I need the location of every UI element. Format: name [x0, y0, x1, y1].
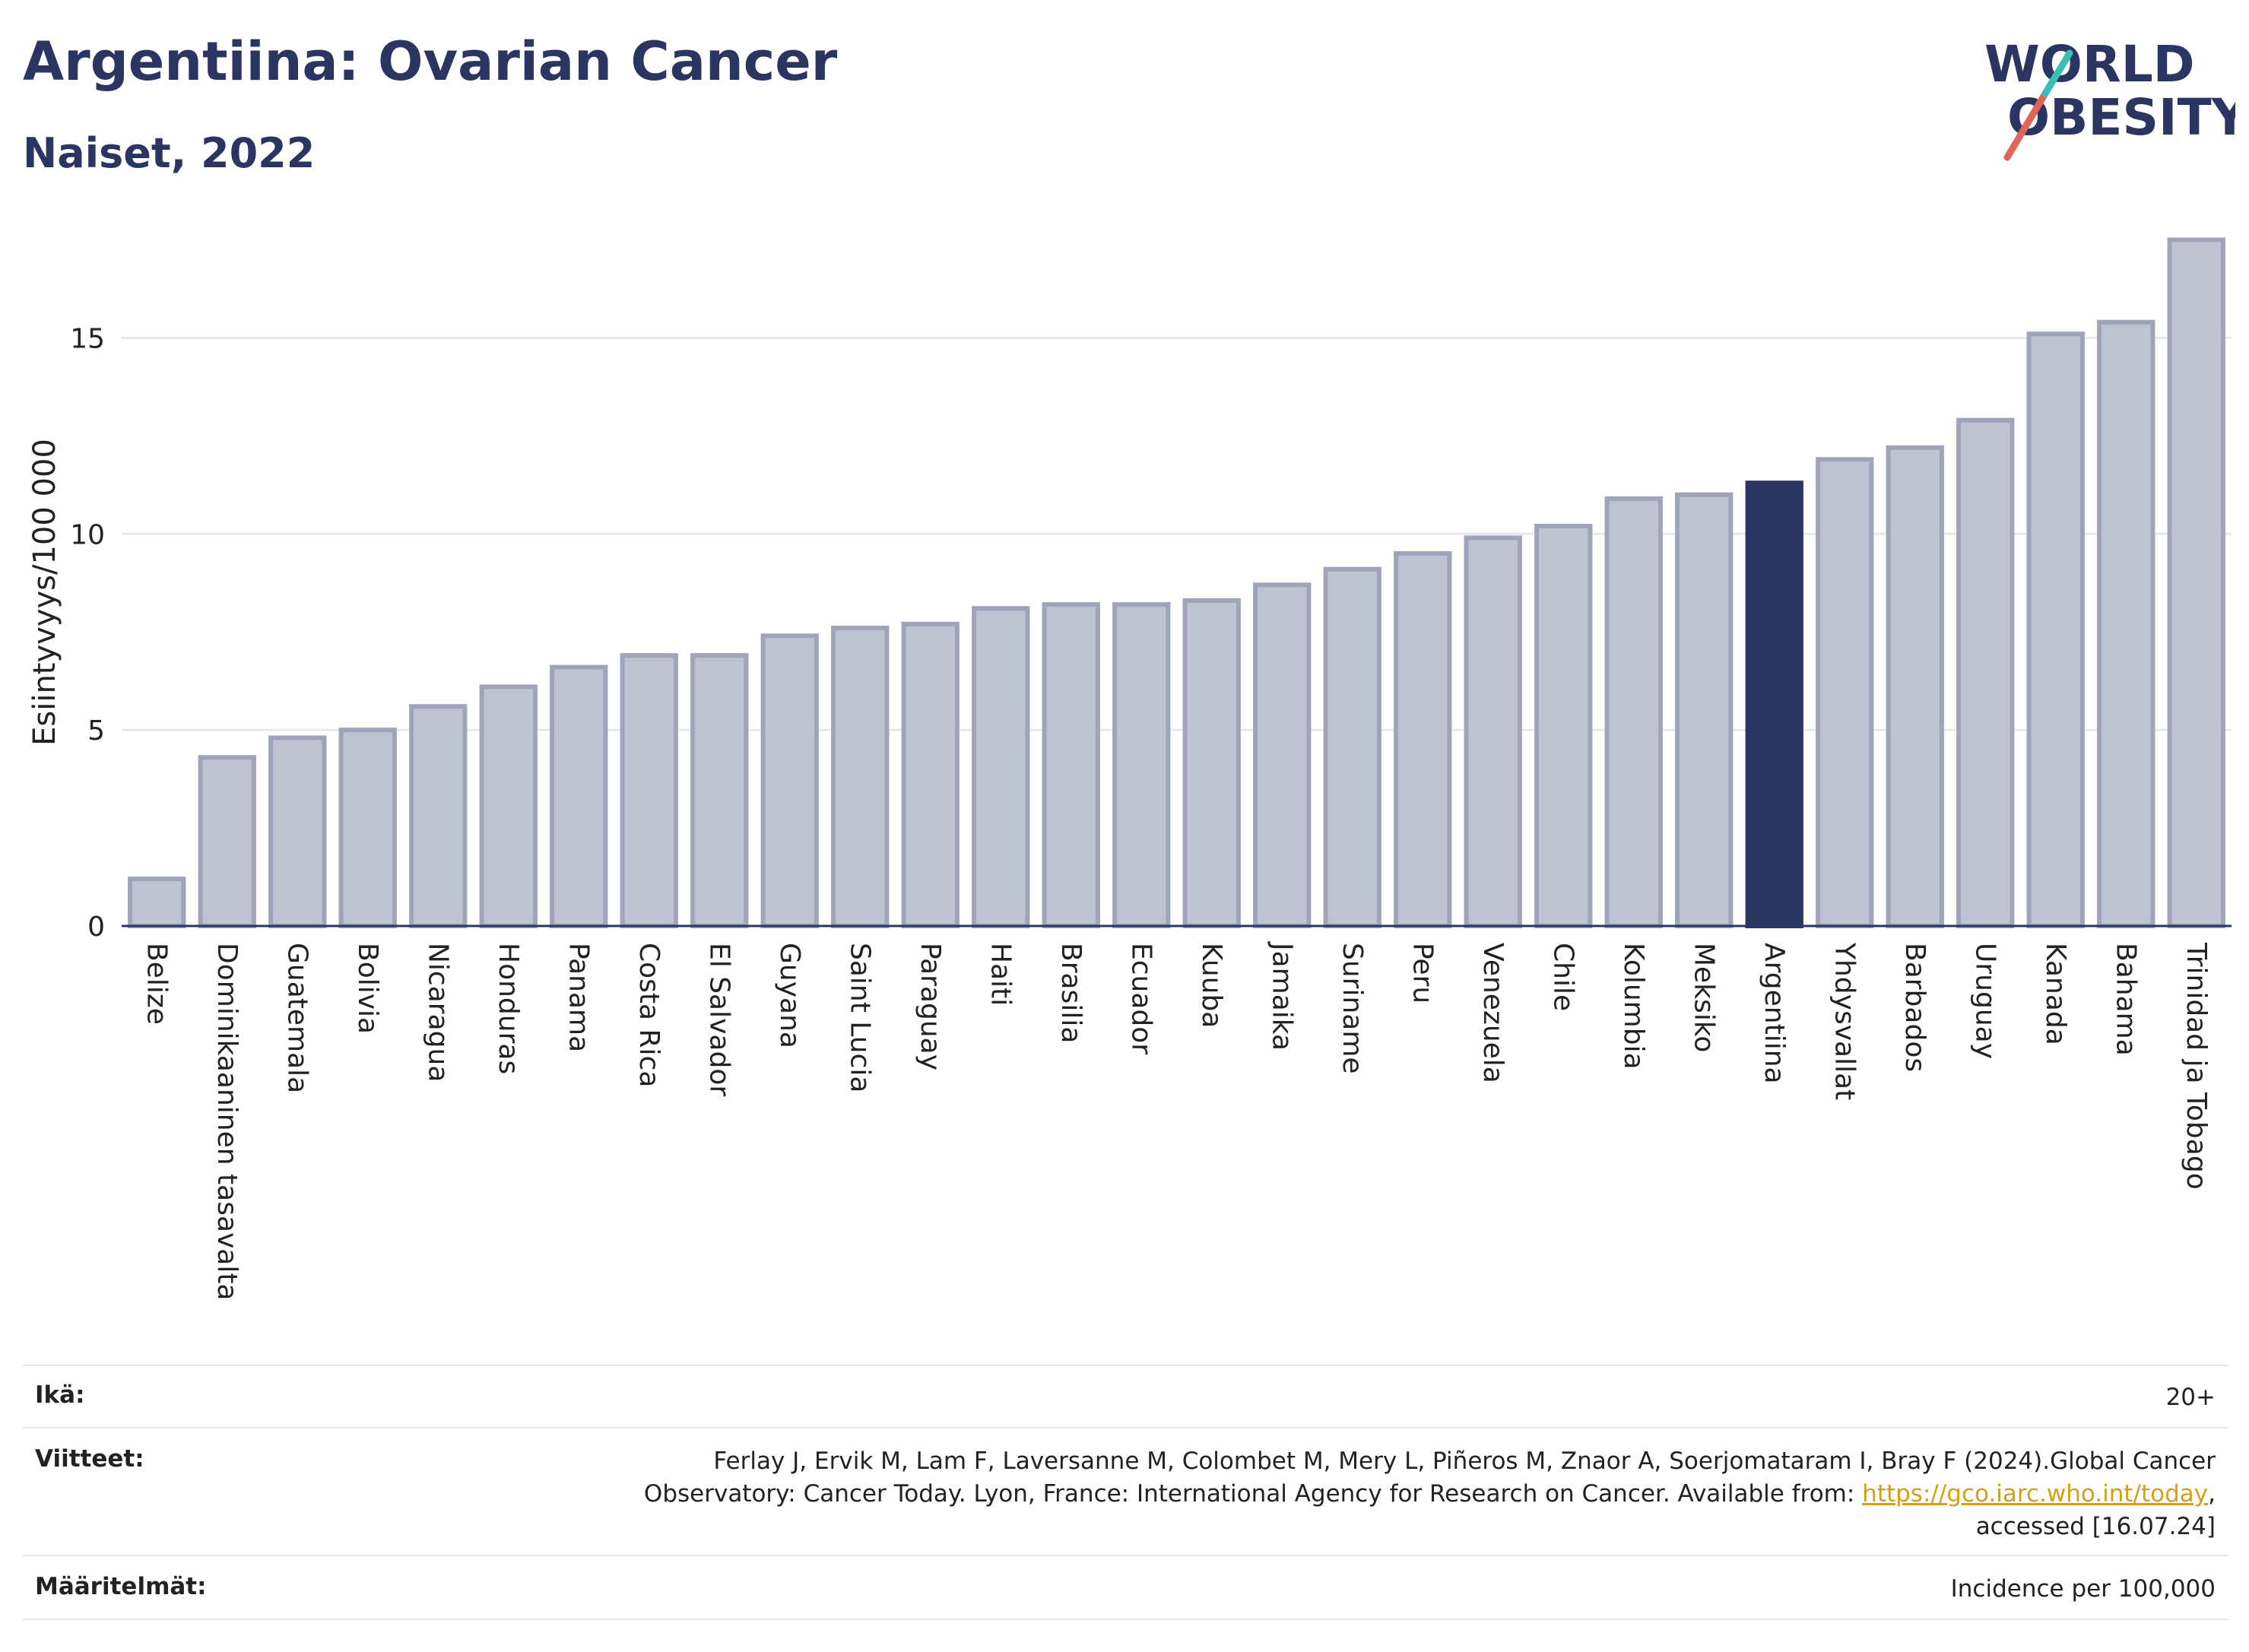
bar-yhdysvallat	[1816, 457, 1874, 928]
y-tick-label: 0	[87, 912, 105, 943]
bar-saint-lucia	[831, 626, 890, 928]
footer-row-definitions: Määritelmät: Incidence per 100,000	[23, 1573, 2228, 1619]
references-line-3: accessed [16.07.24]	[1975, 1513, 2216, 1540]
footer-divider	[23, 1427, 2228, 1428]
x-tick-label: Kuuba	[1196, 943, 1227, 1028]
bar-belize	[128, 877, 186, 928]
bar-guyana	[760, 633, 819, 928]
age-value: 20+	[2165, 1384, 2216, 1411]
bar-chile	[1534, 523, 1593, 928]
x-tick-label: Honduras	[493, 943, 524, 1074]
chart-subtitle: Naiset, 2022	[23, 129, 316, 177]
references-line-2-text: Observatory: Cancer Today. Lyon, France:…	[643, 1480, 1863, 1508]
bar-venezuela	[1464, 535, 1522, 928]
references-text: Ferlay J, Ervik M, Lam F, Laversanne M, …	[644, 1445, 2216, 1543]
references-line-2: Observatory: Cancer Today. Lyon, France:…	[644, 1478, 2216, 1511]
bar-bahama	[2097, 319, 2155, 928]
bar-guatemala	[268, 735, 327, 929]
x-tick-label: Guyana	[774, 943, 805, 1048]
chart-title: Argentiina: Ovarian Cancer	[23, 30, 838, 93]
bar-panama	[550, 664, 608, 928]
grid-lines	[122, 336, 2232, 731]
bar-kanada	[2026, 331, 2085, 928]
footer-divider	[23, 1365, 2228, 1366]
x-tick-label: Bahama	[2110, 943, 2141, 1056]
bar-el-salvador	[690, 653, 749, 928]
bar-ecuador	[1112, 602, 1171, 928]
x-tick-label: Ecuador	[1125, 943, 1156, 1054]
x-tick-label: Yhdysvallat	[1829, 942, 1860, 1100]
bar-peru	[1394, 551, 1452, 928]
x-tick-label: Argentiina	[1759, 943, 1790, 1084]
bar-dominikaaninen-tasavalta	[198, 755, 256, 928]
x-tick-label: Trinidad ja Tobago	[2181, 942, 2212, 1190]
x-tick-label: Uruguay	[1969, 943, 2000, 1059]
logo-slash-red	[2003, 90, 2049, 161]
bar-chart: 0 5 10 15 Esiintyvyys/100 000 Belize Dominikaa…	[27, 237, 2232, 1301]
footer-row-references: Viitteet: Ferlay J, Ervik M, Lam F, Lave…	[23, 1445, 2228, 1544]
x-tick-label: Chile	[1547, 943, 1578, 1011]
x-tick-label: Dominikaaninen tasavalta	[211, 943, 243, 1301]
bars	[128, 237, 2225, 929]
x-tick-label: Bolivia	[352, 943, 383, 1034]
footer-divider	[23, 1555, 2228, 1556]
y-tick-label: 10	[70, 519, 105, 550]
references-line-1: Ferlay J, Ervik M, Lam F, Laversanne M, …	[713, 1447, 2216, 1475]
x-tick-label: Brasilia	[1055, 943, 1086, 1043]
references-line-2-end: ,	[2208, 1480, 2216, 1508]
x-tick-label: Paraguay	[915, 943, 946, 1070]
y-axis-label: Esiintyvyys/100 000	[27, 439, 62, 746]
x-tick-label: Guatemala	[281, 943, 312, 1093]
logo-slash-teal	[2041, 49, 2073, 97]
x-tick-label: Costa Rica	[633, 943, 665, 1087]
x-tick-label: Meksiko	[1688, 943, 1719, 1052]
x-tick-label: Haiti	[985, 943, 1016, 1006]
x-tick-label: Belize	[141, 943, 172, 1025]
references-link[interactable]: https://gco.iarc.who.int/today	[1862, 1480, 2209, 1508]
bar-haiti	[972, 606, 1030, 928]
footer-row-age: Ikä: 20+	[23, 1381, 2228, 1427]
bar-jamaika	[1253, 582, 1312, 929]
bar-bolivia	[338, 728, 397, 928]
bar-argentiina	[1745, 480, 1803, 928]
definitions-label: Määritelmät:	[35, 1573, 207, 1600]
logo-word-world: WORLD	[1984, 35, 2195, 94]
age-label: Ikä:	[35, 1381, 85, 1409]
x-tick-label: Panama	[563, 943, 594, 1052]
y-tick-label: 5	[87, 715, 105, 747]
bar-suriname	[1323, 566, 1381, 928]
bar-honduras	[479, 684, 538, 928]
bar-nicaragua	[409, 704, 468, 929]
chart-footer: Ikä: 20+ Viitteet: Ferlay J, Ervik M, La…	[23, 1365, 2228, 1623]
x-tick-label: El Salvador	[703, 943, 734, 1096]
bar-costa-rica	[620, 653, 678, 928]
bar-kuuba	[1182, 598, 1241, 929]
references-label: Viitteet:	[35, 1445, 144, 1473]
x-tick-label: Jamaika	[1266, 941, 1297, 1051]
x-tick-label: Peru	[1407, 943, 1438, 1004]
x-tick-label: Suriname	[1337, 943, 1368, 1074]
x-tick-label: Venezuela	[1477, 943, 1508, 1083]
bar-brasilia	[1042, 602, 1100, 928]
definitions-value: Incidence per 100,000	[1950, 1575, 2216, 1603]
bar-meksiko	[1675, 492, 1734, 928]
bar-kolumbia	[1604, 496, 1663, 928]
x-tick-label: Kolumbia	[1618, 943, 1649, 1070]
x-tick-label: Kanada	[2040, 943, 2071, 1045]
x-tick-label: Nicaragua	[422, 943, 453, 1082]
x-tick-label: Barbados	[1899, 943, 1930, 1072]
bar-trinidad-ja-tobago	[2167, 237, 2225, 928]
bar-paraguay	[901, 621, 960, 928]
footer-divider	[23, 1619, 2228, 1620]
y-tick-label: 15	[70, 323, 105, 354]
x-tick-label: Saint Lucia	[844, 943, 875, 1092]
bar-uruguay	[1956, 417, 2015, 928]
world-obesity-logo: WORLD OBESITY	[1984, 35, 2235, 161]
bar-barbados	[1886, 445, 1944, 928]
labels: 0 5 10 15 Esiintyvyys/100 000 Belize Dominikaa…	[27, 323, 2212, 1300]
